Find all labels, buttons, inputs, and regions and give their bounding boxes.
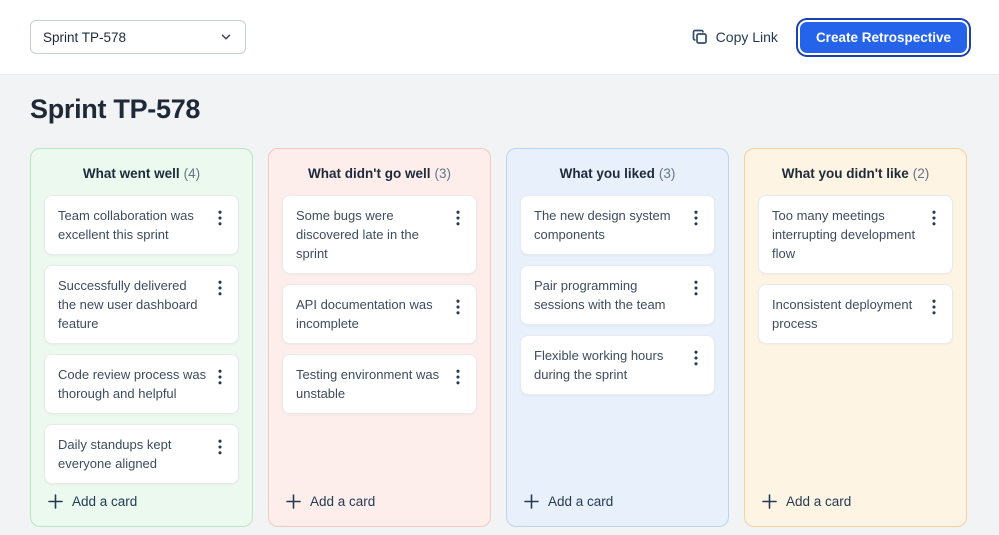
plus-icon (524, 494, 539, 509)
retro-card[interactable]: Flexible working hours during the sprint (520, 335, 715, 395)
copy-icon (692, 29, 707, 44)
page-title: Sprint TP-578 (30, 94, 201, 124)
retro-card[interactable]: Code review process was thorough and hel… (44, 354, 239, 414)
add-card-button[interactable]: Add a card (44, 484, 239, 513)
retro-card[interactable]: Inconsistent deployment process (758, 284, 953, 344)
retro-column-didnt-like: What you didn't like (2) Too many meeting… (744, 148, 967, 527)
sprint-selector[interactable]: Sprint TP-578 (30, 20, 246, 54)
retrospective-board: What went well (4) Team collaboration was… (30, 148, 967, 527)
retro-card[interactable]: Too many meetings interrupting developme… (758, 195, 953, 274)
plus-icon (48, 494, 63, 509)
column-count: (4) (183, 166, 201, 181)
card-text: Daily standups kept everyone aligned (58, 437, 172, 471)
card-text: Testing environment was unstable (296, 367, 440, 401)
retro-column-went-well: What went well (4) Team collaboration was… (30, 148, 253, 527)
card-menu-button[interactable] (452, 208, 464, 228)
retro-card[interactable]: API documentation was incomplete (282, 284, 477, 344)
column-title: What you liked (559, 166, 655, 181)
card-menu-button[interactable] (214, 367, 226, 387)
ellipsis-vertical-icon (456, 369, 460, 385)
add-card-button[interactable]: Add a card (282, 484, 477, 513)
create-retrospective-button[interactable]: Create Retrospective (799, 21, 967, 53)
card-text: Too many meetings interrupting developme… (772, 208, 916, 261)
column-count: (2) (912, 166, 930, 181)
ellipsis-vertical-icon (694, 350, 698, 366)
plus-icon (286, 494, 301, 509)
card-menu-button[interactable] (214, 437, 226, 457)
column-header: What didn't go well (3) (282, 166, 477, 181)
column-title: What didn't go well (308, 166, 431, 181)
copy-link-label: Copy Link (715, 29, 778, 45)
add-card-button[interactable]: Add a card (520, 484, 715, 513)
card-text: Some bugs were discovered late in the sp… (296, 208, 419, 261)
card-menu-button[interactable] (928, 297, 940, 317)
retro-column-liked: What you liked (3) The new design system … (506, 148, 729, 527)
card-text: Code review process was thorough and hel… (58, 367, 207, 401)
card-menu-button[interactable] (690, 278, 702, 298)
sprint-selector-value: Sprint TP-578 (43, 29, 127, 45)
card-list: The new design system components Pair pr… (520, 195, 715, 395)
add-card-label: Add a card (548, 494, 614, 509)
card-menu-button[interactable] (214, 278, 226, 298)
card-menu-button[interactable] (452, 367, 464, 387)
card-text: Team collaboration was excellent this sp… (58, 208, 194, 242)
ellipsis-vertical-icon (218, 439, 222, 455)
card-text: Successfully delivered the new user dash… (58, 278, 198, 331)
card-text: Pair programming sessions with the team (534, 278, 666, 312)
card-text: The new design system components (534, 208, 671, 242)
ellipsis-vertical-icon (694, 210, 698, 226)
card-menu-button[interactable] (690, 348, 702, 368)
retro-card[interactable]: Successfully delivered the new user dash… (44, 265, 239, 344)
ellipsis-vertical-icon (218, 369, 222, 385)
add-card-label: Add a card (310, 494, 376, 509)
card-text: Inconsistent deployment process (772, 297, 913, 331)
topbar: Sprint TP-578 Copy Link Create Retrospec… (0, 0, 999, 75)
ellipsis-vertical-icon (218, 280, 222, 296)
ellipsis-vertical-icon (932, 210, 936, 226)
chevron-down-icon (221, 34, 231, 40)
retro-card[interactable]: Team collaboration was excellent this sp… (44, 195, 239, 255)
column-header: What went well (4) (44, 166, 239, 181)
card-list: Too many meetings interrupting developme… (758, 195, 953, 344)
column-count: (3) (658, 166, 676, 181)
card-text: Flexible working hours during the sprint (534, 348, 664, 382)
add-card-label: Add a card (786, 494, 852, 509)
column-header: What you didn't like (2) (758, 166, 953, 181)
ellipsis-vertical-icon (456, 299, 460, 315)
card-text: API documentation was incomplete (296, 297, 433, 331)
ellipsis-vertical-icon (932, 299, 936, 315)
retro-card[interactable]: Pair programming sessions with the team (520, 265, 715, 325)
retro-card[interactable]: The new design system components (520, 195, 715, 255)
column-title: What went well (82, 166, 180, 181)
column-header: What you liked (3) (520, 166, 715, 181)
column-count: (3) (434, 166, 451, 181)
plus-icon (762, 494, 777, 509)
card-list: Some bugs were discovered late in the sp… (282, 195, 477, 414)
retro-column-didnt-go-well: What didn't go well (3) Some bugs were di… (268, 148, 491, 527)
ellipsis-vertical-icon (694, 280, 698, 296)
add-card-button[interactable]: Add a card (758, 484, 953, 513)
copy-link-button[interactable]: Copy Link (692, 29, 778, 45)
column-title: What you didn't like (781, 166, 909, 181)
retro-card[interactable]: Some bugs were discovered late in the sp… (282, 195, 477, 274)
ellipsis-vertical-icon (218, 210, 222, 226)
main-content: Sprint TP-578 What went well (4) Team col… (0, 75, 999, 527)
card-menu-button[interactable] (214, 208, 226, 228)
topbar-actions: Copy Link Create Retrospective (692, 21, 967, 53)
card-menu-button[interactable] (690, 208, 702, 228)
ellipsis-vertical-icon (456, 210, 460, 226)
card-menu-button[interactable] (928, 208, 940, 228)
add-card-label: Add a card (72, 494, 138, 509)
card-list: Team collaboration was excellent this sp… (44, 195, 239, 484)
retro-card[interactable]: Testing environment was unstable (282, 354, 477, 414)
retro-card[interactable]: Daily standups kept everyone aligned (44, 424, 239, 484)
card-menu-button[interactable] (452, 297, 464, 317)
